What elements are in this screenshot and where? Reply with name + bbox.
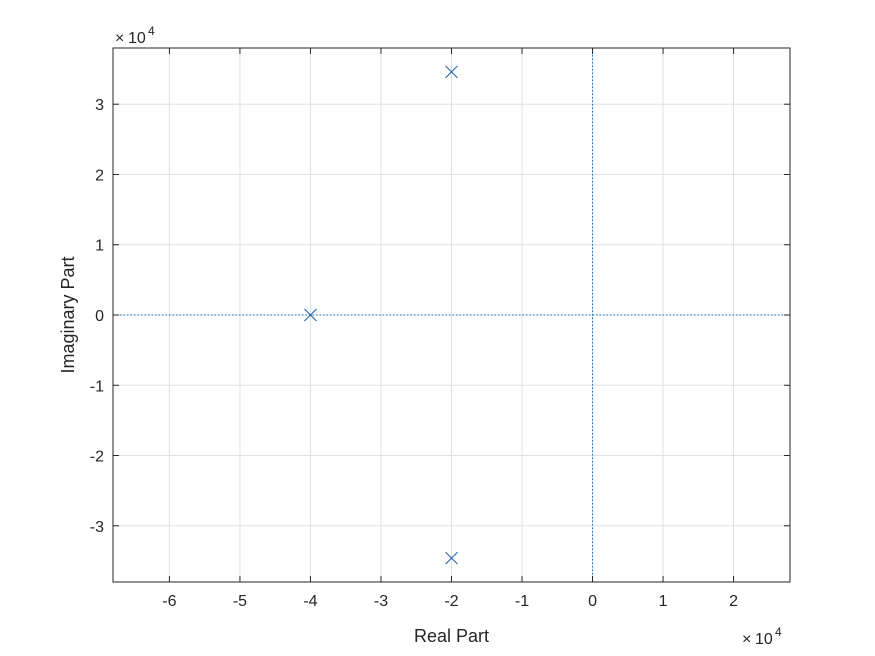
y-tick-label: -1 xyxy=(90,378,104,395)
axis-ticks xyxy=(113,48,790,582)
x-tick-label: 1 xyxy=(659,593,668,610)
x-tick-label: -3 xyxy=(374,593,388,610)
y-tick-label: -2 xyxy=(90,449,104,466)
x-tick-label: 0 xyxy=(588,593,597,610)
y-tick-label: -3 xyxy=(90,519,104,536)
pole-marker xyxy=(445,551,458,565)
pole-markers xyxy=(304,65,458,565)
x-tick-label: -5 xyxy=(233,593,247,610)
x-exponent-base: 10 xyxy=(755,631,773,648)
y-exponent-power: 4 xyxy=(148,24,155,38)
y-exponent-times-sign: × xyxy=(115,30,124,47)
y-tick-labels: -3 -2 -1 0 1 2 3 xyxy=(90,97,104,536)
x-exponent-times-sign: × xyxy=(742,631,751,648)
x-axis-label: Real Part xyxy=(414,626,489,646)
pole-marker xyxy=(304,308,317,322)
x-exponent-power: 4 xyxy=(775,625,782,639)
reference-lines xyxy=(113,48,790,582)
y-axis-label: Imaginary Part xyxy=(58,256,78,373)
y-axis-exponent: × 10 4 xyxy=(115,24,155,47)
pole-marker xyxy=(445,65,458,79)
y-tick-label: 2 xyxy=(95,167,104,184)
y-exponent-base: 10 xyxy=(128,30,146,47)
x-tick-label: -4 xyxy=(303,593,317,610)
x-tick-label: 2 xyxy=(729,593,738,610)
x-tick-label: -6 xyxy=(162,593,176,610)
x-tick-label: -2 xyxy=(444,593,458,610)
y-tick-label: 0 xyxy=(95,308,104,325)
y-tick-label: 1 xyxy=(95,238,104,255)
x-tick-labels: -6 -5 -4 -3 -2 -1 0 1 2 xyxy=(162,593,738,610)
x-tick-label: -1 xyxy=(515,593,529,610)
x-axis-exponent: × 10 4 xyxy=(742,625,782,648)
y-tick-label: 3 xyxy=(95,97,104,114)
